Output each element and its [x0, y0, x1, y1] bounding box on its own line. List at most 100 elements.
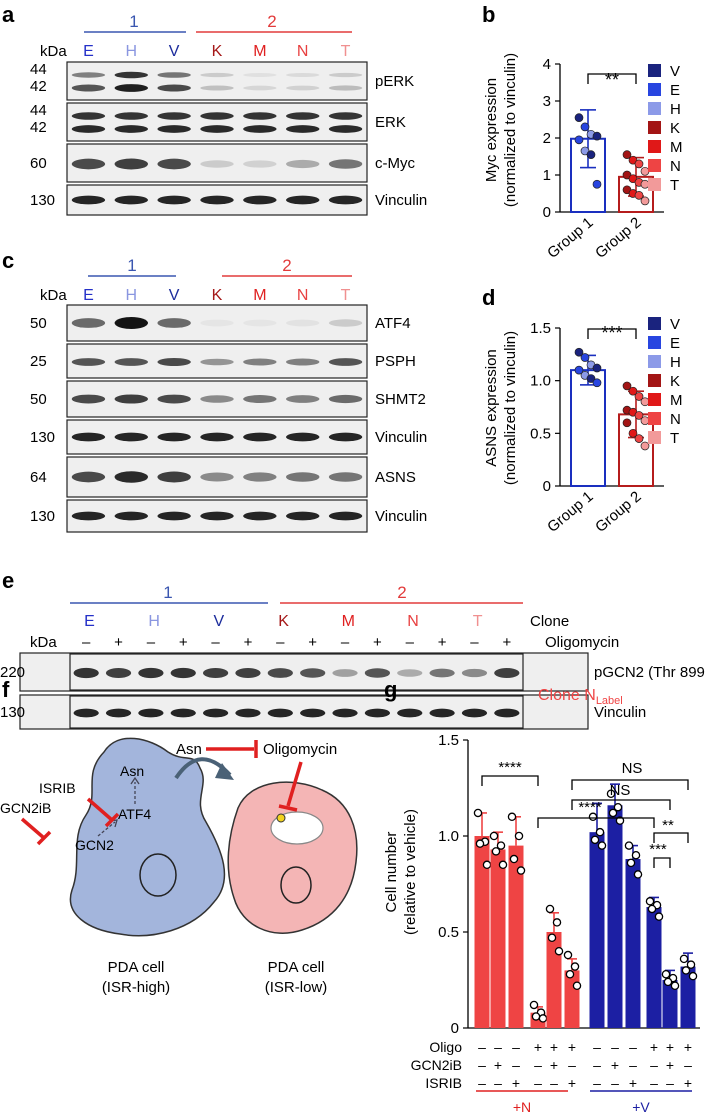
significance-label: *** [649, 841, 667, 858]
panel-letter-c: c [2, 248, 14, 273]
data-point [634, 191, 644, 200]
blot-band [243, 85, 277, 91]
blot-band [286, 72, 320, 78]
blot-band [200, 72, 234, 78]
blot-band [200, 319, 234, 327]
pda-cell-isr-high [69, 737, 226, 937]
y-tick-label: 0.5 [530, 425, 551, 442]
treatment-sign: + [684, 1075, 692, 1091]
legend-swatch [648, 83, 661, 96]
isrib-inhibition-line [86, 797, 114, 822]
data-point [640, 416, 650, 426]
cell1-caption-line2: (ISR-high) [102, 979, 170, 996]
blot-band [157, 511, 191, 521]
blot-band [243, 195, 277, 205]
treatment-sign: + [534, 1039, 542, 1055]
blot-band [114, 358, 148, 366]
oligomycin-label: Oligomycin [545, 634, 619, 651]
data-point [574, 113, 584, 123]
data-point [626, 858, 636, 868]
lane-label: V [169, 43, 180, 60]
blot-band [364, 668, 391, 678]
data-point [640, 441, 650, 451]
panel-f: f Asn Oligomycin ISRIB GCN2iB Asn ATF4 G… [0, 677, 358, 996]
asn-label: Asn [120, 763, 144, 779]
panel-letter-g: g [384, 677, 397, 702]
blot-band [328, 72, 363, 78]
lane-label: M [253, 287, 266, 304]
blot-band [114, 112, 148, 120]
legend-label: K [670, 373, 680, 390]
lane-label: N [297, 287, 309, 304]
blot-band [138, 667, 164, 679]
blot-band [157, 394, 191, 404]
blot-band [332, 708, 358, 718]
significance-bracket [653, 832, 689, 843]
y-axis-label-line1: Cell number [383, 832, 400, 913]
category-label: Group 1 [544, 214, 596, 262]
blot-band [200, 395, 234, 403]
atf4-label: ATF4 [118, 806, 151, 822]
data-point [580, 122, 590, 132]
blot-band [200, 195, 234, 205]
blot-band [200, 112, 234, 120]
treatment-row-label: GCN2iB [411, 1057, 462, 1073]
mw-label: 130 [30, 508, 55, 525]
panel-b: b Myc expression (normalized to vinculin… [482, 2, 683, 262]
category-label: Group 2 [592, 488, 644, 536]
data-point [586, 374, 596, 383]
clone-label: M [342, 613, 355, 630]
y-axis-label-line1: Myc expression [483, 78, 500, 182]
data-point [574, 347, 584, 357]
blot-row [66, 102, 368, 142]
inhibition-bar [278, 804, 298, 812]
legend-label: V [670, 63, 680, 80]
blot-band [105, 667, 132, 679]
sign-label: – [406, 634, 415, 651]
data-point [688, 971, 698, 981]
treatment-sign: + [611, 1057, 619, 1073]
mw-label: 130 [30, 192, 55, 209]
treatment-sign: – [593, 1039, 601, 1055]
cell1-caption-line1: PDA cell [108, 959, 165, 976]
blot-band [243, 358, 277, 366]
data-point [552, 918, 562, 927]
chart-title-main: Clone N [538, 687, 596, 704]
legend-label: V [670, 316, 680, 333]
legend-label: H [670, 101, 681, 118]
sign-label: – [147, 634, 156, 651]
oligomycin-label: Oligomycin [263, 741, 337, 758]
blot-band [73, 708, 99, 718]
blot-band [170, 708, 196, 718]
blot-band [328, 195, 363, 205]
blot-frame [69, 695, 524, 729]
blot-band [105, 708, 132, 718]
protein-label: ATF4 [375, 315, 411, 332]
blot-band [286, 472, 320, 482]
blot-band [243, 160, 277, 168]
data-point [681, 966, 691, 975]
legend-label: K [670, 120, 680, 137]
treatment-sign: – [629, 1057, 637, 1073]
blot-row [69, 695, 524, 729]
blot-band [243, 72, 277, 78]
panel-g: g Clone NLabel Cell number (relative to … [383, 677, 700, 1115]
y-tick-label: 2 [543, 130, 551, 147]
blot-band [397, 669, 423, 677]
blot-row [66, 456, 368, 498]
y-tick-label: 1.0 [438, 828, 459, 845]
treatment-sign: – [550, 1075, 558, 1091]
y-tick-label: 1.5 [530, 320, 551, 337]
y-axis-label-line2: (normalized to vinculin) [502, 53, 519, 207]
blot-band [243, 511, 277, 521]
lane-label: H [126, 287, 138, 304]
blot-band [71, 471, 106, 483]
sign-label: + [438, 634, 447, 651]
blot-band [364, 708, 391, 718]
clone-label: T [473, 613, 483, 630]
blot-band [328, 159, 363, 169]
legend-swatch [648, 431, 661, 444]
